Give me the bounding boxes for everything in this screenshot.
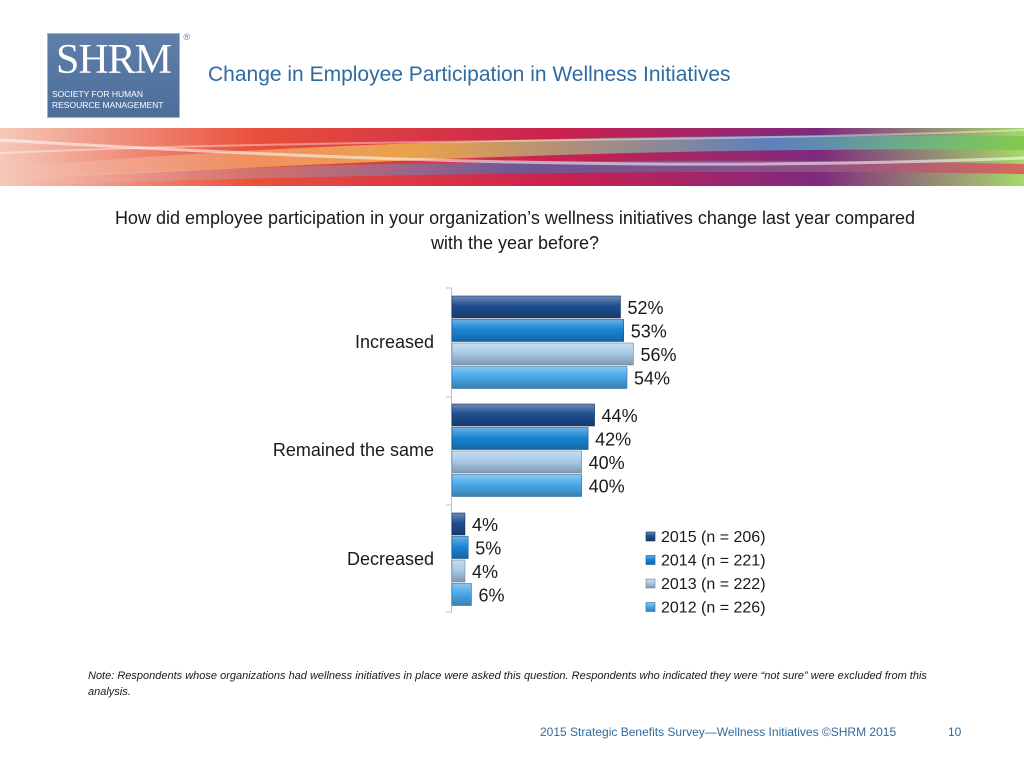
bar [451,366,628,389]
registered-mark: ® [183,32,190,42]
footer-source: 2015 Strategic Benefits Survey—Wellness … [540,725,897,739]
legend-label: 2012 (n = 226) [661,600,766,617]
data-label: 56% [640,345,676,365]
bar [451,450,582,474]
bar [451,536,469,559]
bar [451,427,589,450]
bar [451,319,625,342]
data-label: 53% [631,322,667,342]
bar [451,295,621,319]
data-label: 42% [595,430,631,450]
category-label: Remained the same [273,440,434,460]
footnote: Note: Respondents whose organizations ha… [88,670,927,698]
data-label: 40% [589,477,625,497]
bar [451,583,472,606]
survey-question: How did employee participation in your o… [114,208,916,253]
bar [451,342,634,366]
page-number: 10 [948,725,962,739]
data-label: 4% [472,562,498,582]
category-label: Decreased [347,549,434,569]
shrm-logo: SHRM ® Society for Human Resource Manage… [47,32,190,118]
data-label: 52% [627,298,663,318]
decorative-banner [0,128,1024,186]
bar [451,559,466,583]
legend-swatch [645,578,656,589]
legend-swatch [645,602,656,612]
data-label: 4% [472,515,498,535]
legend-swatch [645,531,656,542]
data-label: 54% [634,369,670,389]
data-label: 44% [602,406,638,426]
legend-label: 2013 (n = 222) [661,576,766,593]
data-label: 5% [475,539,501,559]
data-label: 40% [589,453,625,473]
legend-label: 2015 (n = 206) [661,529,766,546]
bar [451,512,466,536]
data-label: 6% [478,586,504,606]
category-label: Increased [355,332,434,352]
logo-subtitle: Society for Human Resource Management [52,89,164,110]
bar [451,403,595,427]
legend-swatch [645,555,656,565]
slide-title: Change in Employee Participation in Well… [208,63,731,86]
participation-bar-chart: Increased 52% 53% 56% 54% Remained the same 44… [273,287,766,617]
logo-wordmark: SHRM [55,37,172,83]
bar [451,474,582,497]
legend-label: 2014 (n = 221) [661,553,766,570]
